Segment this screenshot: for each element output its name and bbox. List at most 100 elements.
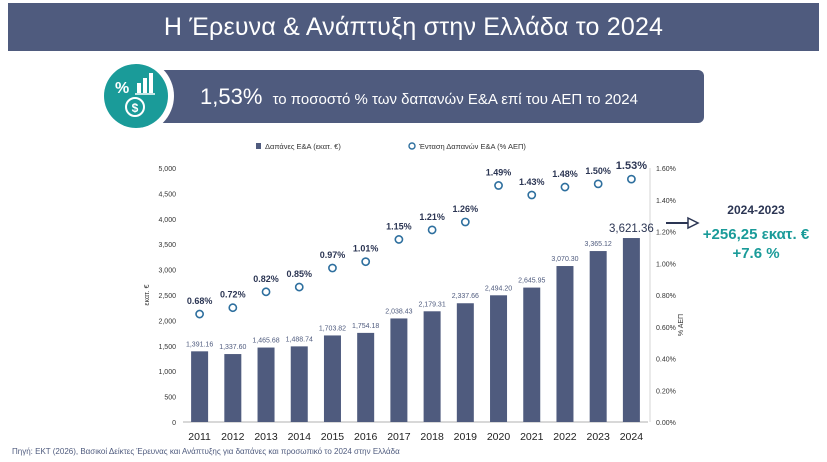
x-tick-label: 2014 [288, 431, 312, 443]
arrow-right-icon [666, 216, 700, 230]
marker-value-label: 1.21% [419, 212, 445, 222]
marker-value-label: 1.48% [552, 169, 578, 179]
highlight-text: το ποσοστό % των δαπανών Ε&Α επί του ΑΕΠ… [272, 90, 638, 108]
bar-rd-expenditure [290, 346, 308, 422]
x-tick-label: 2012 [221, 431, 245, 443]
x-tick-label: 2022 [553, 431, 577, 443]
y2-tick-label: 1.40% [656, 198, 676, 205]
x-tick-label: 2020 [487, 431, 511, 443]
legend-swatch-marker [408, 142, 416, 150]
bar-rd-expenditure [357, 332, 375, 422]
svg-text:%: % [115, 80, 129, 97]
bar-value-label: 2,645.95 [518, 278, 545, 285]
marker-rd-intensity [228, 303, 238, 313]
marker-rd-intensity [394, 235, 404, 244]
bar-rd-expenditure [622, 238, 640, 422]
marker-rd-intensity [427, 225, 437, 235]
x-tick-label: 2023 [586, 431, 610, 443]
bar-value-label: 2,038.43 [385, 308, 412, 315]
y2-tick-label: 1.00% [656, 261, 676, 268]
x-tick-label: 2015 [321, 431, 345, 443]
y2-tick-label: 0.20% [656, 388, 676, 395]
y-tick-label: 4,000 [158, 217, 176, 224]
bar-value-label: 2,179.31 [418, 301, 445, 308]
marker-rd-intensity [527, 190, 537, 200]
x-tick-label: 2019 [454, 431, 478, 443]
bar-value-label: 1,703.82 [319, 325, 346, 332]
y2-tick-label: 0.60% [656, 325, 676, 332]
svg-text:$: $ [132, 101, 139, 115]
legend-label-marker: Ένταση Δαπανών Ε&Α (% ΑΕΠ) [418, 142, 526, 151]
bar-rd-expenditure [456, 303, 474, 422]
y-tick-label: 3,500 [158, 242, 176, 249]
y-axis-title: εκατ. € [144, 284, 151, 305]
bar-value-label: 3,621.36 [609, 223, 654, 235]
y2-tick-label: 1.20% [656, 230, 676, 237]
marker-rd-intensity [261, 287, 271, 297]
bar-value-label: 1,465.68 [252, 338, 279, 345]
marker-rd-intensity [460, 217, 470, 227]
marker-value-label: 0.85% [286, 269, 312, 279]
y2-tick-label: 0.40% [656, 357, 676, 364]
x-tick-label: 2017 [387, 431, 411, 443]
y2-tick-label: 0.00% [656, 420, 676, 427]
page-title: Η Έρευνα & Ανάπτυξη στην Ελλάδα το 2024 [8, 3, 819, 51]
highlight-value: 1,53% [200, 83, 263, 109]
bar-rd-expenditure [423, 311, 441, 422]
bar-value-label: 1,488.74 [286, 336, 313, 343]
source-note: Πηγή: ΕΚΤ (2026), Βασικοί Δείκτες Έρευνα… [12, 447, 400, 456]
y-tick-label: 500 [164, 395, 176, 402]
bar-value-label: 2,494.20 [485, 285, 512, 292]
marker-value-label: 1.01% [353, 244, 379, 254]
marker-value-label: 1.15% [386, 221, 412, 231]
marker-value-label: 1.43% [519, 177, 545, 187]
y-tick-label: 2,000 [158, 318, 176, 325]
bar-value-label: 2,337.66 [452, 293, 479, 300]
y-tick-label: 0 [172, 420, 176, 427]
percent-chart-money-icon: % $ [98, 58, 174, 134]
legend-label-bar: Δαπάνες Ε&Α (εκατ. €) [265, 142, 341, 151]
x-tick-label: 2016 [354, 431, 378, 443]
y2-tick-label: 1.60% [656, 166, 676, 173]
bar-rd-expenditure [390, 318, 408, 422]
y-tick-label: 1,000 [158, 369, 176, 376]
x-tick-label: 2024 [620, 431, 644, 443]
marker-rd-intensity [593, 179, 603, 189]
bar-rd-expenditure [224, 354, 242, 422]
bar-value-label: 1,337.60 [219, 344, 246, 351]
bar-rd-expenditure [257, 347, 275, 422]
marker-rd-intensity [294, 282, 304, 292]
marker-rd-intensity [560, 182, 570, 192]
marker-value-label: 1.53% [616, 160, 647, 172]
y-tick-label: 3,000 [158, 268, 176, 275]
marker-value-label: 0.68% [187, 296, 213, 306]
marker-rd-intensity [626, 174, 636, 184]
bar-rd-expenditure [191, 351, 209, 422]
bar-value-label: 3,070.30 [551, 256, 578, 263]
marker-rd-intensity [328, 263, 337, 273]
kpi-pct: +7.6 % [732, 245, 780, 262]
highlight-banner: 1,53% το ποσοστό % των δαπανών Ε&Α επί τ… [150, 70, 704, 123]
y2-axis-title: % ΑΕΠ [678, 314, 685, 336]
marker-value-label: 1.50% [585, 166, 611, 176]
legend-swatch-bar [256, 143, 261, 149]
marker-rd-intensity [195, 309, 205, 319]
bar-rd-expenditure [323, 335, 341, 422]
x-tick-label: 2013 [254, 431, 278, 443]
x-tick-label: 2021 [520, 431, 544, 443]
marker-value-label: 0.72% [220, 290, 246, 300]
y-tick-label: 4,500 [158, 191, 176, 198]
y2-tick-label: 0.80% [656, 293, 676, 300]
y-tick-label: 5,000 [158, 166, 176, 173]
y-tick-label: 2,500 [158, 293, 176, 300]
bar-rd-expenditure [523, 287, 541, 422]
bar-rd-expenditure [589, 251, 607, 422]
marker-value-label: 0.97% [320, 250, 346, 260]
bar-rd-expenditure [490, 295, 508, 422]
marker-value-label: 0.82% [253, 274, 279, 284]
marker-value-label: 1.26% [453, 204, 479, 214]
x-tick-label: 2011 [188, 431, 211, 443]
kpi-change: +256,25 εκατ. € [702, 226, 810, 243]
marker-rd-intensity [361, 257, 371, 267]
